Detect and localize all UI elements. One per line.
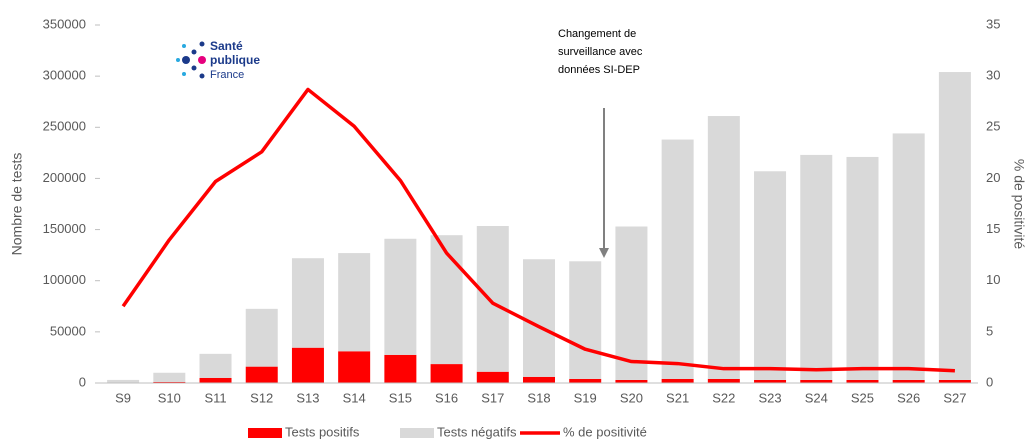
y2-tick-label: 5 <box>986 323 993 338</box>
bar <box>754 171 786 380</box>
annotation: données SI-DEP <box>558 64 640 76</box>
bar <box>153 373 185 382</box>
y2-tick-label: 35 <box>986 16 1000 31</box>
x-tick-label: S27 <box>943 390 966 405</box>
bar <box>662 379 694 383</box>
y2-tick-label: 20 <box>986 170 1000 185</box>
y2-tick-label: 0 <box>986 374 993 389</box>
bar <box>200 354 232 378</box>
x-tick-label: S21 <box>666 390 689 405</box>
bar <box>569 261 601 379</box>
x-tick-label: S16 <box>435 390 458 405</box>
x-tick-label: S20 <box>620 390 643 405</box>
logo-text: France <box>210 69 244 81</box>
y2-axis-label: % de positivité <box>1011 159 1027 249</box>
bar <box>893 133 925 380</box>
legend-swatch <box>400 428 434 438</box>
bar <box>523 259 555 377</box>
x-tick-label: S17 <box>481 390 504 405</box>
y-tick-label: 250000 <box>43 119 86 134</box>
y-tick-label: 350000 <box>43 16 86 31</box>
bar <box>846 157 878 380</box>
x-tick-label: S25 <box>851 390 874 405</box>
annotation: Changement de <box>558 28 636 40</box>
x-tick-label: S13 <box>296 390 319 405</box>
x-tick-label: S19 <box>574 390 597 405</box>
x-tick-label: S11 <box>204 390 226 405</box>
y2-tick-label: 30 <box>986 68 1000 83</box>
x-tick-label: S26 <box>897 390 920 405</box>
y-tick-label: 100000 <box>43 272 86 287</box>
x-tick-label: S24 <box>805 390 828 405</box>
legend-label: Tests positifs <box>285 424 360 439</box>
bar <box>477 226 509 372</box>
bar <box>523 377 555 383</box>
x-tick-label: S15 <box>389 390 412 405</box>
bar <box>246 309 278 367</box>
x-tick-label: S10 <box>158 390 181 405</box>
bar <box>107 380 139 383</box>
bar <box>384 239 416 355</box>
x-tick-label: S18 <box>527 390 550 405</box>
annotation: surveillance avec <box>558 46 643 58</box>
x-tick-label: S23 <box>758 390 781 405</box>
bar <box>477 372 509 383</box>
bar <box>292 348 324 383</box>
logo-text: Santé <box>210 39 243 53</box>
bar <box>246 367 278 383</box>
bar <box>384 355 416 383</box>
y-tick-label: 300000 <box>43 68 86 83</box>
y-tick-label: 200000 <box>43 170 86 185</box>
x-tick-label: S9 <box>115 390 131 405</box>
bar <box>708 116 740 379</box>
arrow-head <box>599 248 609 258</box>
x-tick-label: S22 <box>712 390 735 405</box>
bar <box>200 378 232 383</box>
bar <box>939 72 971 380</box>
bar <box>338 351 370 383</box>
legend-label: % de positivité <box>563 424 647 439</box>
y-tick-label: 150000 <box>43 221 86 236</box>
bar <box>292 258 324 348</box>
y-tick-label: 50000 <box>50 323 86 338</box>
y2-tick-label: 25 <box>986 119 1000 134</box>
bar <box>708 379 740 383</box>
y2-tick-label: 15 <box>986 221 1000 236</box>
bar <box>569 379 601 383</box>
legend-swatch <box>248 428 282 438</box>
x-tick-label: S12 <box>250 390 273 405</box>
logo: Santé publique France <box>176 39 260 81</box>
logo-text: publique <box>210 53 260 67</box>
x-tick-label: S14 <box>343 390 366 405</box>
legend-label: Tests négatifs <box>437 424 517 439</box>
bar <box>338 253 370 351</box>
y-tick-label: 0 <box>79 374 86 389</box>
bar <box>662 140 694 379</box>
y-axis-label: Nombre de tests <box>9 153 25 256</box>
bar <box>800 155 832 380</box>
y2-tick-label: 10 <box>986 272 1000 287</box>
bar <box>431 364 463 383</box>
